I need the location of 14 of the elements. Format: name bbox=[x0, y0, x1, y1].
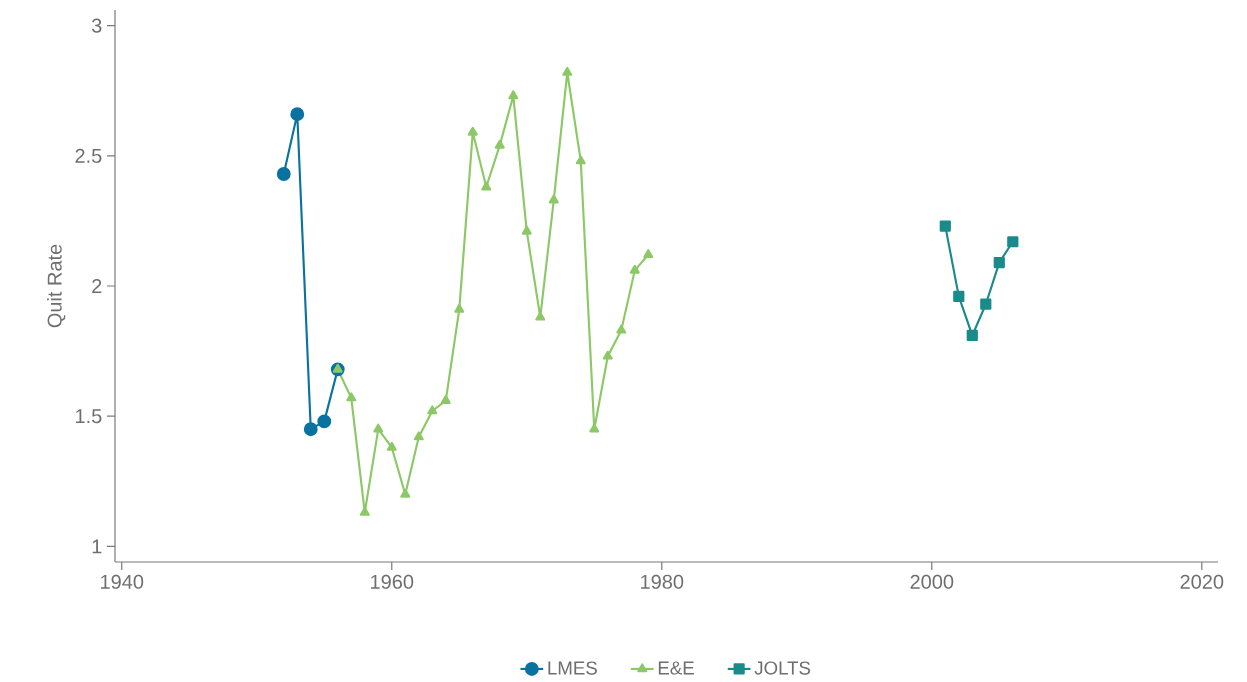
x-tick-label: 2020 bbox=[1180, 574, 1224, 589]
y-tick-label: 3 bbox=[91, 18, 102, 33]
x-tick-label: 1960 bbox=[371, 574, 414, 589]
y-tick-label: 2 bbox=[92, 279, 102, 294]
legend-label: E&E bbox=[658, 661, 694, 675]
x-tick-label: 1940 bbox=[101, 574, 144, 589]
legend-label: JOLTS bbox=[754, 661, 811, 675]
y-tick-label: 1 bbox=[92, 539, 102, 554]
x-tick-label: 1980 bbox=[641, 574, 684, 589]
y-tick-label: 2.5 bbox=[75, 148, 102, 163]
x-tick-label: 2000 bbox=[910, 574, 954, 589]
legend-label: LMES bbox=[548, 661, 597, 675]
y-axis-title: Quit Rate bbox=[47, 244, 66, 328]
y-tick-label: 1.5 bbox=[76, 409, 102, 424]
